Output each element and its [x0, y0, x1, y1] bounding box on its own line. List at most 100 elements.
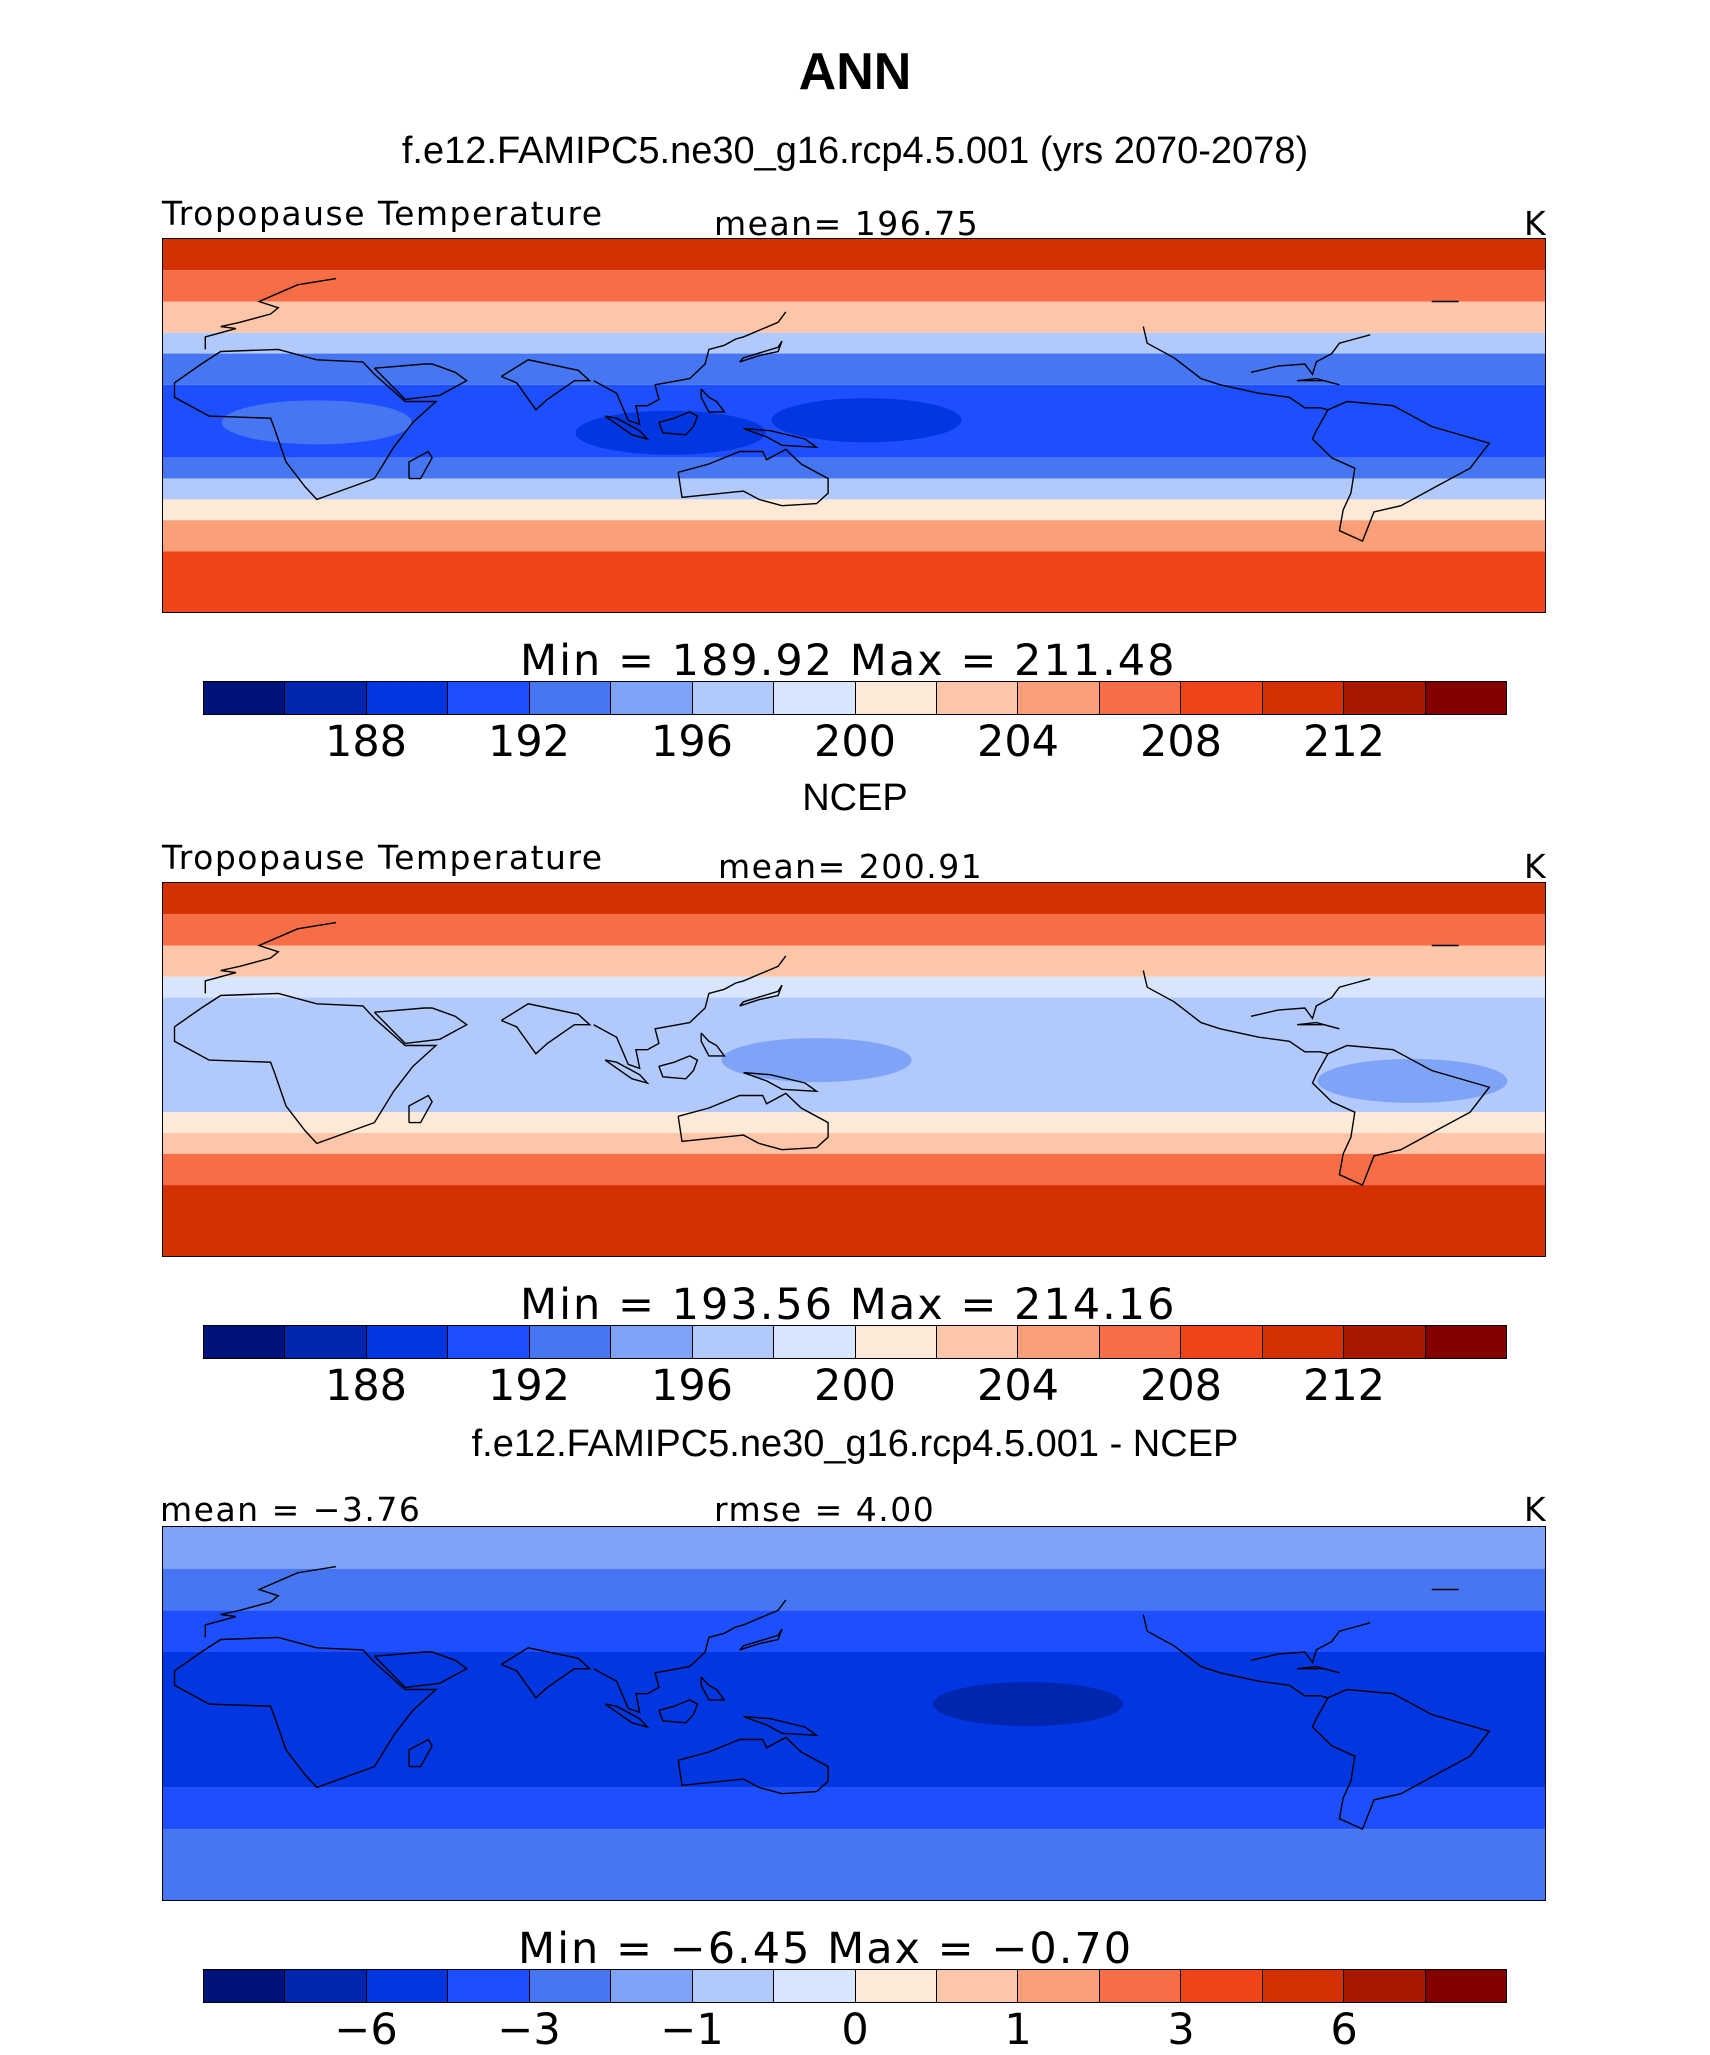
colorbar-swatch [936, 682, 1019, 714]
contour-band [163, 499, 1545, 521]
coastline-philippines [700, 1032, 726, 1057]
colorbar-tick-label: 192 [487, 1361, 571, 1411]
colorbar-swatch [692, 1970, 775, 2002]
panel-title: f.e12.FAMIPC5.ne30_g16.rcp4.5.001 - NCEP [471, 1423, 1239, 1465]
colorbar-swatch [1018, 1970, 1100, 2002]
coastline-madagascar [408, 1094, 433, 1124]
contour-band [163, 883, 1545, 915]
min-max-label: Min = 189.92 Max = 211.48 [520, 636, 1177, 686]
colorbar-tick-label: 192 [487, 717, 571, 767]
mean-label: mean = −3.76 [160, 1490, 422, 1529]
coastline-gulf [1250, 334, 1371, 376]
contour-band [163, 1829, 1545, 1900]
min-max-label: Min = 193.56 Max = 214.16 [520, 1280, 1177, 1330]
coastline-japan [739, 984, 783, 1007]
colorbar-swatch [285, 682, 367, 714]
colorbar-swatch [448, 1326, 530, 1358]
contour-feature [221, 400, 412, 445]
colorbar-swatch [936, 1326, 1019, 1358]
map-plot [162, 238, 1546, 613]
colorbar-swatch [366, 1970, 449, 2002]
coastline-sumatra [604, 1703, 650, 1729]
contour-band [163, 945, 1545, 977]
colorbar-swatch [774, 1326, 856, 1358]
coastline-namerica [1142, 326, 1329, 411]
colorbar-swatch [285, 1326, 367, 1358]
rmse-label: rmse = 4.00 [714, 1490, 936, 1529]
colorbar-swatch [448, 682, 530, 714]
colorbar-tick-label: −1 [660, 2005, 724, 2055]
colorbar-swatch [1099, 682, 1182, 714]
colorbar-swatch [1262, 682, 1345, 714]
coastline-philippines [700, 1676, 726, 1701]
colorbar-tick-label: 212 [1302, 717, 1386, 767]
colorbar-swatch [1018, 1326, 1100, 1358]
contour-band [163, 1153, 1545, 1186]
coastline-europe [204, 921, 337, 994]
contour-band [163, 1527, 1545, 1569]
colorbar-swatch [366, 1326, 449, 1358]
coastline-india [500, 1647, 592, 1699]
contour-band [163, 551, 1545, 612]
colorbar-swatch [1181, 682, 1263, 714]
coastline-seasia [593, 1599, 787, 1714]
colorbar-swatch [1181, 1970, 1263, 2002]
contour-band [163, 1610, 1545, 1652]
coastline-newguinea [743, 427, 819, 449]
coastline-namerica [1142, 970, 1329, 1055]
colorbar-swatch [1262, 1326, 1345, 1358]
colorbar-swatch [529, 1326, 612, 1358]
contour-band [163, 1112, 1545, 1133]
colorbar-swatch [448, 1970, 530, 2002]
coastline-africa [173, 1636, 438, 1789]
coastline-australia [677, 1736, 829, 1795]
coastline-seasia [593, 955, 787, 1070]
contour-band [163, 1133, 1545, 1154]
mean-label: mean= 196.75 [714, 204, 980, 243]
panel-title: NCEP [802, 777, 908, 819]
colorbar-tick-label: −6 [334, 2005, 398, 2055]
units-label: K [1524, 204, 1548, 243]
contour-feature [933, 1682, 1123, 1727]
contour-band [163, 301, 1545, 333]
colorbar-swatch [366, 682, 449, 714]
colorbar-swatch [1099, 1970, 1182, 2002]
coastline-arabia [373, 363, 469, 401]
colorbar-swatch [774, 1970, 856, 2002]
map-plot [162, 882, 1546, 1257]
colorbar-tick-label: 200 [813, 1361, 897, 1411]
main-title: ANN [798, 43, 912, 101]
coastline-gulf [1250, 978, 1371, 1020]
mean-label: mean= 200.91 [718, 847, 984, 886]
colorbar-swatch [692, 682, 775, 714]
colorbar-tick-label: 212 [1302, 1361, 1386, 1411]
contour-band [163, 1568, 1545, 1611]
colorbar-tick-label: 6 [1330, 2005, 1358, 2055]
coastline-australia [677, 448, 829, 507]
colorbar [203, 1325, 1507, 1359]
colorbar-tick-label: 196 [650, 1361, 734, 1411]
units-label: K [1524, 847, 1548, 886]
colorbar-swatch [855, 682, 937, 714]
colorbar-tick-label: 0 [841, 2005, 869, 2055]
coastline-samerica [1311, 1688, 1491, 1831]
coastline-philippines [700, 388, 726, 413]
colorbar-swatch [204, 1326, 286, 1358]
contour-feature [221, 1692, 412, 1737]
coastline-arabia [373, 1651, 469, 1689]
colorbar [203, 681, 1507, 715]
map-plot [162, 1526, 1546, 1901]
units-label: K [1524, 1490, 1548, 1529]
contour-feature [771, 398, 962, 443]
coastline-samerica [1311, 1044, 1491, 1187]
coastline-newguinea [743, 1715, 819, 1737]
coastline-africa [173, 348, 438, 501]
colorbar-tick-label: 188 [324, 1361, 408, 1411]
colorbar-tick-label: 208 [1139, 1361, 1223, 1411]
colorbar-swatch [204, 682, 286, 714]
contour-band [163, 914, 1545, 946]
colorbar-tick-label: 204 [976, 717, 1060, 767]
colorbar-swatch [529, 1970, 612, 2002]
coastline-japan [739, 340, 783, 363]
coastline-australia [677, 1092, 829, 1151]
